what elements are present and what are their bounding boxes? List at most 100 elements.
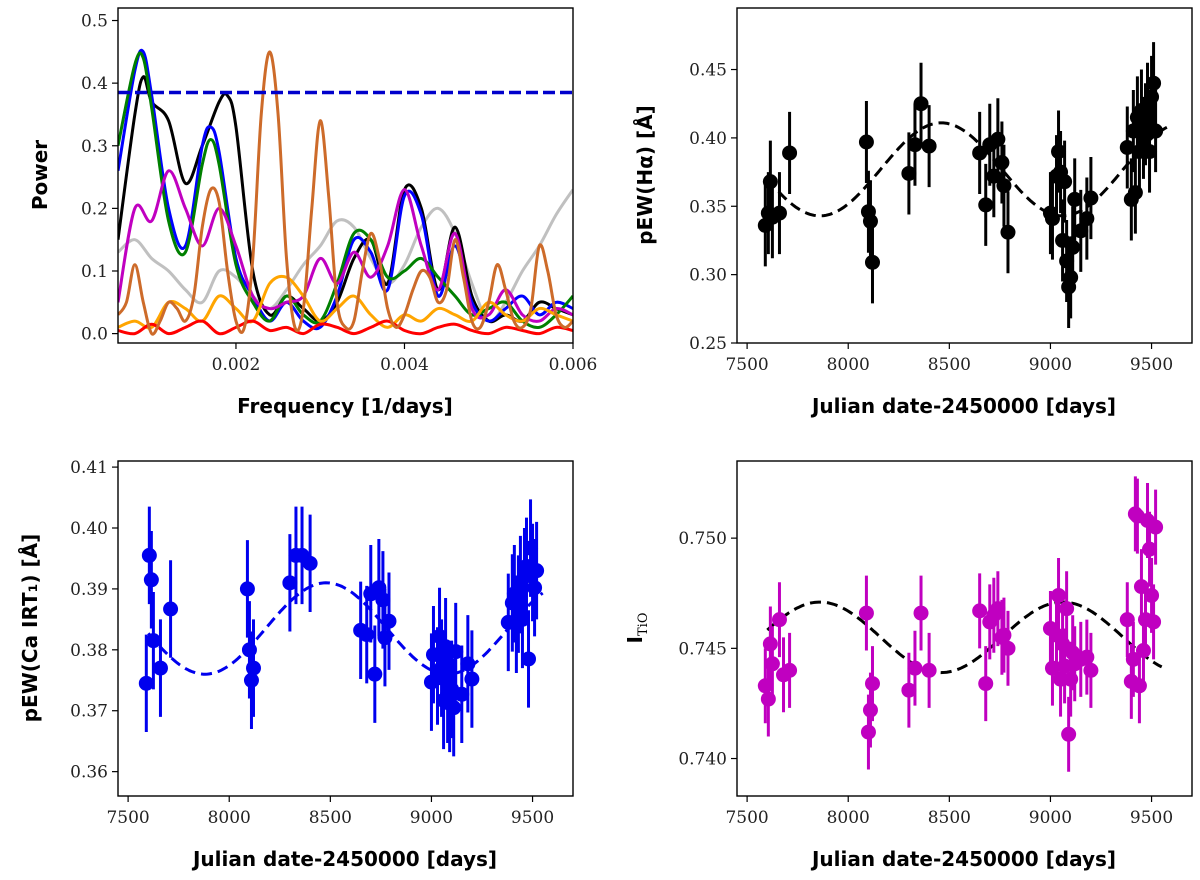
halpha-data-point [1079,211,1095,227]
cairt-data-point [529,563,545,579]
halpha-data-point [1142,144,1158,160]
cairt-data-point [239,581,255,597]
halpha-y-tick-label: 0.40 [689,129,727,149]
halpha-x-tick-label: 8000 [827,355,870,375]
cairt-x-label: Julian date-2450000 [days] [191,847,497,871]
cairt-x-tick-label: 8500 [309,808,352,828]
tio-x-tick-label: 8000 [827,808,870,828]
cairt-data-point [425,647,441,663]
halpha-data-point [1065,239,1081,255]
halpha-data-point [1148,123,1164,139]
periodogram-y-tick-label: 0.1 [81,262,108,282]
tio-data-point [860,724,876,740]
halpha-data-point [913,96,929,112]
tio-data-point [921,662,937,678]
tio-data-point [1079,649,1095,665]
cairt-ticks: 7500 8000 8500 9000 9500 0.36 0.37 0.38 0.39 0.40… [70,458,554,828]
halpha-data-point [978,197,994,213]
cairt-x-tick-label: 9000 [410,808,453,828]
tio-x-tick-label: 9500 [1130,808,1173,828]
halpha-data-point [1000,224,1016,240]
cairt-data-point [163,601,179,617]
tio-y-label-sub: TiO [636,613,651,637]
tio-data-point [990,601,1006,617]
cairt-data-point [514,611,530,627]
tio-data-point [1044,660,1060,676]
cairt-data-point [460,656,476,672]
periodogram-blue-line [118,48,573,331]
tio-data-point [1000,640,1016,656]
tio-plot-area [757,476,1164,772]
cairt-data-point [523,540,539,556]
cairt-data-point [282,575,298,591]
tio-data-point [1135,643,1151,659]
halpha-data-point [1051,144,1067,160]
halpha-y-tick-label: 0.35 [689,197,727,217]
cairt-data-point [145,633,161,649]
tio-data-point [1133,579,1149,595]
halpha-data-point [1127,185,1143,201]
halpha-y-label: pEW(Hα) [Å] [633,105,657,245]
tio-x-tick-label: 9000 [1029,808,1072,828]
cairt-model-curve [147,581,544,676]
halpha-data-point [862,213,878,229]
halpha-data-point [1059,253,1075,269]
halpha-y-tick-label: 0.30 [689,266,727,286]
cairt-y-tick-label: 0.36 [70,763,108,783]
tio-data-point [757,678,773,694]
tio-data-point [1144,587,1160,603]
halpha-data-point [864,254,880,270]
tio-data-point [978,676,994,692]
tio-data-point [1055,636,1071,652]
halpha-data-point [972,145,988,161]
cairt-data-point [375,592,391,608]
halpha-data-point [1067,191,1083,207]
tio-data-point [913,605,929,621]
periodogram-x-tick-label: 0.004 [380,355,429,375]
tio-data-point [1146,614,1162,630]
cairt-data-point [302,555,318,571]
periodogram-x-label: Frequency [1/days] [237,394,453,418]
tio-data-point [764,656,780,672]
cairt-data-point [138,675,154,691]
periodogram-panel: 0.002 0.004 0.006 0.0 0.1 0.2 0.3 0.4 0.5 Freque… [28,7,597,418]
tio-x-tick-label: 7500 [725,808,768,828]
halpha-data-point [1119,139,1135,155]
cairt-y-tick-label: 0.37 [70,702,108,722]
cairt-panel: 7500 8000 8500 9000 9500 0.36 0.37 0.38 0.39 0.40… [18,458,574,871]
halpha-x-tick-label: 9500 [1130,355,1173,375]
cairt-data-point [510,596,526,612]
cairt-data-point [141,547,157,563]
tio-x-label: Julian date-2450000 [days] [810,847,1116,871]
tio-data-point [858,605,874,621]
halpha-x-tick-label: 7500 [725,355,768,375]
cairt-x-tick-label: 8000 [208,808,251,828]
cairt-y-tick-label: 0.39 [70,580,108,600]
tio-data-point [1142,541,1158,557]
halpha-data-point [1083,190,1099,206]
cairt-data-point [359,627,375,643]
cairt-data-point [371,580,387,596]
periodogram-red-line [118,319,573,336]
halpha-data-point [1063,269,1079,285]
tio-data-point [996,627,1012,643]
halpha-y-tick-label: 0.25 [689,334,727,354]
tio-data-point [862,702,878,718]
halpha-data-point [921,138,937,154]
tio-frame [736,460,1193,797]
halpha-data-point [1144,89,1160,105]
cairt-data-point [243,672,259,688]
tio-y-tick-label: 0.750 [678,529,727,549]
halpha-data-point [1057,174,1073,190]
tio-panel: 7500 8000 8500 9000 9500 0.740 0.745 0.750 Juli… [623,460,1193,871]
tio-data-point [782,662,798,678]
halpha-data-point [1135,130,1151,146]
tio-ticks: 7500 8000 8500 9000 9500 0.740 0.745 0.750 [678,529,1173,828]
cairt-plot-area [138,499,545,757]
tio-data-point [1131,678,1147,694]
cairt-x-tick-label: 7500 [106,808,149,828]
tio-model-curve [766,600,1163,675]
periodogram-y-tick-label: 0.2 [81,199,108,219]
periodogram-brown-line [118,50,573,336]
